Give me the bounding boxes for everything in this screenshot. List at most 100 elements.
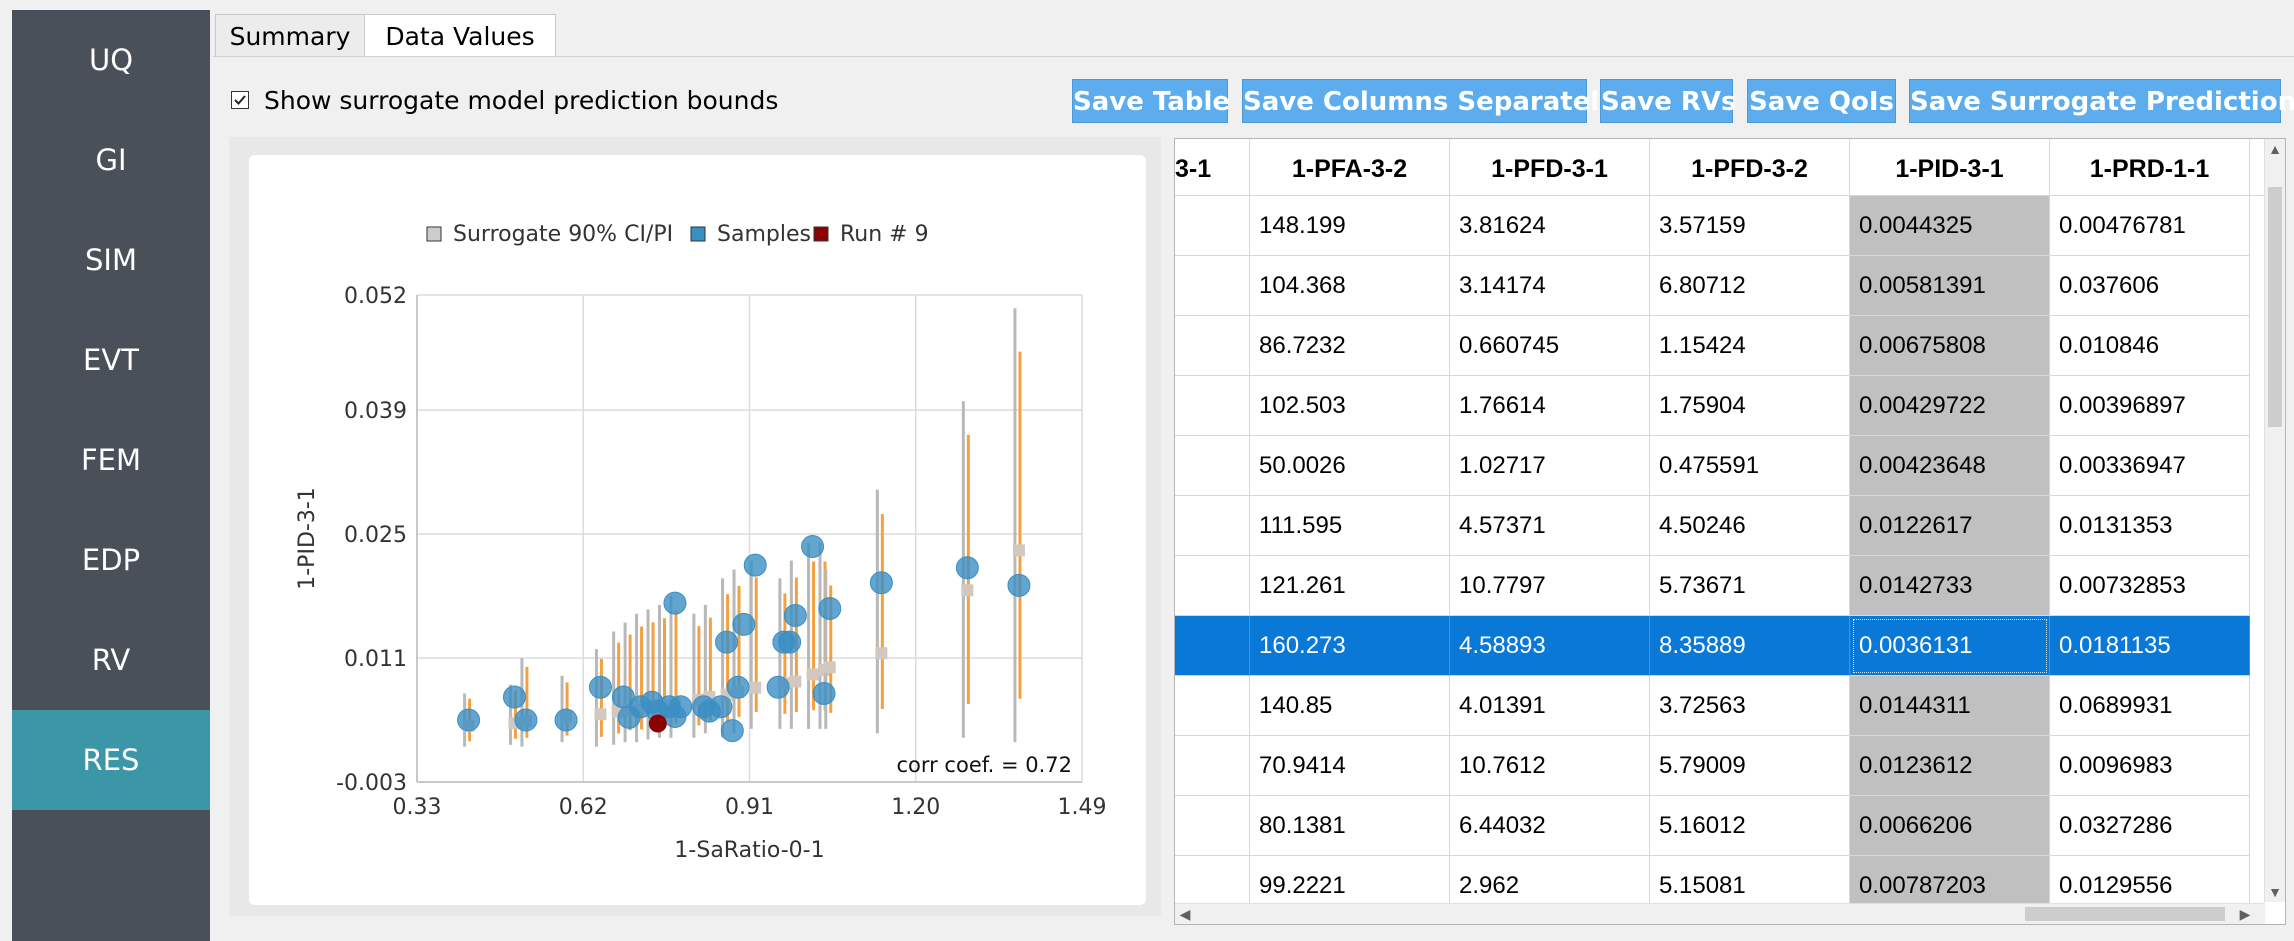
table-cell[interactable]: 4.58893 bbox=[1450, 616, 1650, 676]
table-row[interactable]: 111.595 4.57371 4.50246 0.0122617 0.0131353 bbox=[1175, 496, 2250, 556]
table-cell[interactable]: 0.0689931 bbox=[2050, 676, 2250, 736]
table-cell[interactable]: 3.81624 bbox=[1450, 196, 1650, 256]
save-table-button[interactable]: Save Table bbox=[1072, 79, 1230, 123]
table-cell[interactable]: 0.0327286 bbox=[2050, 796, 2250, 856]
sample-point[interactable] bbox=[869, 571, 893, 595]
sample-point[interactable] bbox=[554, 708, 578, 732]
table-cell[interactable]: 111.595 bbox=[1250, 496, 1450, 556]
table-cell[interactable]: 3.14174 bbox=[1450, 256, 1650, 316]
table-cell[interactable]: 10.7612 bbox=[1450, 736, 1650, 796]
table-cell[interactable]: 1.15424 bbox=[1650, 316, 1850, 376]
table-cell[interactable]: 2.962 bbox=[1450, 856, 1650, 916]
table-cell[interactable]: 160.273 bbox=[1250, 616, 1450, 676]
table-cell[interactable]: 1.02717 bbox=[1450, 436, 1650, 496]
sample-point[interactable] bbox=[715, 630, 739, 654]
table-cell[interactable] bbox=[1175, 796, 1250, 856]
sample-point[interactable] bbox=[783, 604, 807, 628]
sample-point[interactable] bbox=[669, 695, 693, 719]
sample-point[interactable] bbox=[457, 708, 481, 732]
table-cell[interactable]: 0.0123612 bbox=[1850, 736, 2050, 796]
table-row[interactable]: 50.0026 1.02717 0.475591 0.00423648 0.003369… bbox=[1175, 436, 2250, 496]
run-point[interactable] bbox=[648, 714, 667, 733]
data-table[interactable]: 3-1 1-PFA-3-2 1-PFD-3-1 1-PFD-3-2 1-PID-3-1 1… bbox=[1174, 138, 2286, 925]
sample-point[interactable] bbox=[588, 675, 612, 699]
sample-point[interactable] bbox=[514, 708, 538, 732]
table-row[interactable]: 102.503 1.76614 1.75904 0.00429722 0.0039689… bbox=[1175, 376, 2250, 436]
table-cell[interactable]: 0.00476781 bbox=[2050, 196, 2250, 256]
show-bounds-checkbox[interactable] bbox=[231, 91, 249, 109]
scatter-chart[interactable]: 0.33 0.62 0.91 1.20 1.49 0.052 0.039 0.025 0.011… bbox=[249, 155, 1146, 905]
table-cell[interactable]: 6.80712 bbox=[1650, 256, 1850, 316]
table-cell[interactable]: 0.010846 bbox=[2050, 316, 2250, 376]
save-columns-separately-button[interactable]: Save Columns Separately bbox=[1242, 79, 1616, 123]
table-cell[interactable] bbox=[1175, 736, 1250, 796]
table-cell[interactable]: 4.50246 bbox=[1650, 496, 1850, 556]
sidebar-item-res[interactable]: RES bbox=[12, 710, 210, 810]
table-cell[interactable] bbox=[1175, 436, 1250, 496]
tab-data-values[interactable]: Data Values bbox=[364, 14, 556, 57]
table-cell[interactable]: 1.75904 bbox=[1650, 376, 1850, 436]
table-cell[interactable]: 0.0096983 bbox=[2050, 736, 2250, 796]
sample-point[interactable] bbox=[772, 630, 796, 654]
table-cell[interactable]: 0.475591 bbox=[1650, 436, 1850, 496]
scroll-right-icon[interactable]: ▶ bbox=[2239, 906, 2251, 922]
table-row[interactable]: 121.261 10.7797 5.73671 0.0142733 0.00732853 bbox=[1175, 556, 2250, 616]
table-cell[interactable]: 0.00336947 bbox=[2050, 436, 2250, 496]
table-cell[interactable]: 4.57371 bbox=[1450, 496, 1650, 556]
table-cell[interactable]: 3.72563 bbox=[1650, 676, 1850, 736]
sample-point[interactable] bbox=[743, 553, 767, 577]
table-cell[interactable] bbox=[1175, 316, 1250, 376]
table-cell[interactable]: 0.0044325 bbox=[1850, 196, 2050, 256]
table-cell[interactable]: 70.9414 bbox=[1250, 736, 1450, 796]
sample-point[interactable] bbox=[502, 685, 526, 709]
scroll-up-icon[interactable]: ▲ bbox=[2268, 141, 2282, 157]
sample-point[interactable] bbox=[663, 591, 687, 615]
table-cell[interactable]: 0.00581391 bbox=[1850, 256, 2050, 316]
table-cell[interactable]: 102.503 bbox=[1250, 376, 1450, 436]
table-cell[interactable] bbox=[1175, 196, 1250, 256]
table-cell[interactable]: 0.00675808 bbox=[1850, 316, 2050, 376]
table-cell[interactable]: 5.15081 bbox=[1650, 856, 1850, 916]
vertical-scroll-thumb[interactable] bbox=[2268, 187, 2282, 427]
column-header[interactable]: 1-PFD-3-1 bbox=[1450, 139, 1650, 195]
scroll-left-icon[interactable]: ◀ bbox=[1179, 906, 1191, 922]
table-cell[interactable] bbox=[1175, 496, 1250, 556]
table-row[interactable]: 140.85 4.01391 3.72563 0.0144311 0.0689931 bbox=[1175, 676, 2250, 736]
table-cell[interactable]: 0.037606 bbox=[2050, 256, 2250, 316]
table-cell[interactable] bbox=[1175, 616, 1250, 676]
sample-point[interactable] bbox=[818, 596, 842, 620]
table-cell[interactable]: 0.0122617 bbox=[1850, 496, 2050, 556]
table-cell[interactable]: 0.00429722 bbox=[1850, 376, 2050, 436]
table-cell[interactable]: 50.0026 bbox=[1250, 436, 1450, 496]
table-row[interactable]: 148.199 3.81624 3.57159 0.0044325 0.00476781 bbox=[1175, 196, 2250, 256]
table-cell[interactable]: 5.79009 bbox=[1650, 736, 1850, 796]
sample-point[interactable] bbox=[812, 681, 836, 705]
vertical-scrollbar[interactable]: ▲ ▼ bbox=[2264, 139, 2285, 902]
sidebar-item-gi[interactable]: GI bbox=[95, 143, 127, 177]
table-cell[interactable] bbox=[1175, 256, 1250, 316]
table-cell[interactable]: 140.85 bbox=[1250, 676, 1450, 736]
table-cell[interactable]: 0.0131353 bbox=[2050, 496, 2250, 556]
sample-point[interactable] bbox=[720, 719, 744, 743]
table-row[interactable]: 104.368 3.14174 6.80712 0.00581391 0.037606 bbox=[1175, 256, 2250, 316]
table-cell[interactable] bbox=[1175, 676, 1250, 736]
sidebar-item-edp[interactable]: EDP bbox=[81, 543, 141, 577]
table-cell[interactable]: 0.00423648 bbox=[1850, 436, 2050, 496]
sidebar-item-rv[interactable]: RV bbox=[91, 643, 131, 677]
horizontal-scrollbar[interactable]: ◀ ▶ bbox=[1175, 903, 2265, 924]
scroll-down-icon[interactable]: ▼ bbox=[2268, 884, 2282, 900]
table-cell[interactable]: 0.0181135 bbox=[2050, 616, 2250, 676]
table-row[interactable]: 99.2221 2.962 5.15081 0.00787203 0.0129556 bbox=[1175, 856, 2250, 916]
show-bounds-label[interactable]: Show surrogate model prediction bounds bbox=[264, 86, 779, 115]
table-cell[interactable]: 148.199 bbox=[1250, 196, 1450, 256]
table-cell[interactable] bbox=[1175, 376, 1250, 436]
table-cell[interactable]: 0.660745 bbox=[1450, 316, 1650, 376]
sample-point[interactable] bbox=[766, 675, 790, 699]
table-cell[interactable]: 104.368 bbox=[1250, 256, 1450, 316]
sample-point[interactable] bbox=[955, 556, 979, 580]
table-cell[interactable]: 1.76614 bbox=[1450, 376, 1650, 436]
table-row[interactable]: 70.9414 10.7612 5.79009 0.0123612 0.0096983 bbox=[1175, 736, 2250, 796]
sidebar-item-fem[interactable]: FEM bbox=[80, 443, 142, 477]
table-cell[interactable] bbox=[1175, 556, 1250, 616]
sample-point[interactable] bbox=[709, 695, 733, 719]
